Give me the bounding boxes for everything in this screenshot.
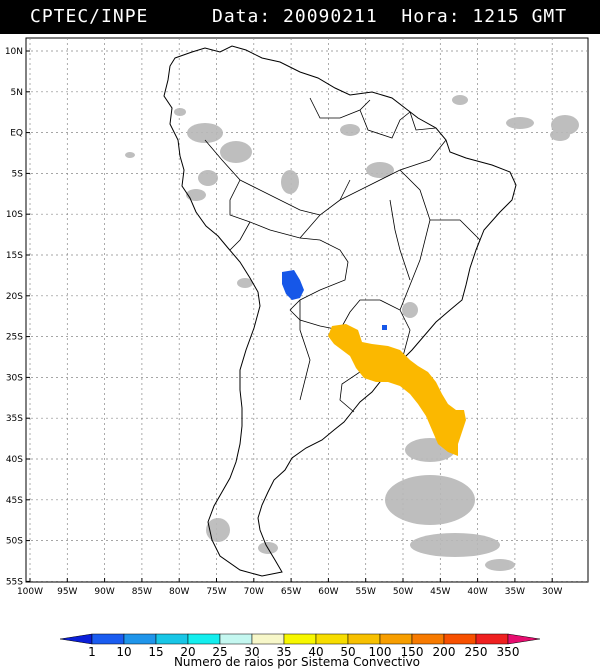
- colorbar-cell: [91, 633, 125, 645]
- colorbar-cell: [443, 633, 477, 645]
- colorbar-cells: [59, 633, 541, 645]
- lat-label: 20S: [6, 292, 23, 302]
- cloud-areas: [125, 95, 579, 571]
- colorbar-label: 1: [88, 645, 96, 659]
- lon-label: 75W: [206, 587, 226, 597]
- lon-label: 90W: [94, 587, 114, 597]
- colorbar-cell: [315, 633, 349, 645]
- colorbar-label: 150: [401, 645, 424, 659]
- colorbar: 1 10 15 20 25 30 35 40 50 100 150 200 250 350 Numero …: [59, 633, 541, 669]
- lat-label: 45S: [6, 496, 23, 506]
- lon-label: 60W: [318, 587, 338, 597]
- country-borders: [204, 97, 481, 413]
- colorbar-cell: [219, 633, 253, 645]
- date-time-title: Data: 20090211 Hora: 1215 GMT: [212, 6, 568, 27]
- lat-label: 25S: [6, 333, 23, 343]
- lat-label: 10S: [6, 210, 23, 220]
- colorbar-cell: [507, 633, 541, 645]
- lon-label: 50W: [393, 587, 413, 597]
- lon-labels: 100W 95W 90W 85W 80W 75W 70W 65W 60W 55W 50W 45W 40W…: [17, 578, 562, 597]
- lon-label: 65W: [281, 587, 301, 597]
- map-frame: [25, 37, 589, 583]
- storm-parana-small: [382, 325, 387, 330]
- colorbar-label: 250: [465, 645, 488, 659]
- colorbar-label: 25: [212, 645, 227, 659]
- storm-argentina-south: [328, 324, 466, 456]
- lat-label: 5S: [12, 169, 24, 179]
- colorbar-label: 30: [244, 645, 259, 659]
- lat-label: EQ: [10, 129, 23, 139]
- lat-label: 50S: [6, 537, 23, 547]
- colorbar-title: Numero de raios por Sistema Convectivo: [174, 655, 420, 669]
- colorbar-cell: [379, 633, 413, 645]
- colorbar-label: 350: [497, 645, 520, 659]
- colorbar-label: 100: [369, 645, 392, 659]
- colorbar-cell: [251, 633, 285, 645]
- colorbar-label: 20: [180, 645, 195, 659]
- lon-label: 95W: [57, 587, 77, 597]
- colorbar-label: 10: [116, 645, 131, 659]
- colorbar-cell: [411, 633, 445, 645]
- lon-label: 30W: [542, 587, 562, 597]
- lon-label: 85W: [132, 587, 152, 597]
- colorbar-cell: [123, 633, 157, 645]
- lat-lon-grid: [26, 38, 588, 582]
- lon-label: 100W: [17, 587, 43, 597]
- lon-label: 35W: [505, 587, 525, 597]
- colorbar-label: 50: [340, 645, 355, 659]
- lat-label: 10N: [5, 47, 23, 57]
- lat-label: 40S: [6, 455, 23, 465]
- colorbar-label: 40: [308, 645, 323, 659]
- colorbar-label: 15: [148, 645, 163, 659]
- lon-label: 80W: [169, 587, 189, 597]
- colorbar-cell: [475, 633, 509, 645]
- lat-label: 55S: [6, 577, 23, 587]
- lon-label: 45W: [430, 587, 450, 597]
- colorbar-cell: [155, 633, 189, 645]
- storm-bolivia: [282, 270, 304, 300]
- colorbar-labels: 1 10 15 20 25 30 35 40 50 100 150 200 250 350: [88, 645, 519, 659]
- lon-label: 70W: [244, 587, 264, 597]
- lightning-map: 10N5NEQ5S10S15S20S25S30S35S40S45S50S55S …: [5, 37, 589, 597]
- colorbar-label: 35: [276, 645, 291, 659]
- lon-label: 55W: [356, 587, 376, 597]
- lat-labels: 10N 5N EQ 5S 10S 15S 20S 25S 30S 35S 40S 45S 50S 55S: [5, 47, 30, 587]
- lat-label: 5N: [11, 88, 23, 98]
- lon-label: 40W: [467, 587, 487, 597]
- lat-label: 35S: [6, 414, 23, 424]
- colorbar-cell: [59, 633, 93, 645]
- org-title: CPTEC/INPE: [30, 6, 149, 27]
- colorbar-cell: [283, 633, 317, 645]
- south-america-outline: [163, 45, 517, 577]
- colorbar-cell: [187, 633, 221, 645]
- colorbar-label: 200: [433, 645, 456, 659]
- lat-label: 15S: [6, 251, 23, 261]
- storm-areas: [282, 270, 466, 456]
- header-bar: CPTEC/INPE Data: 20090211 Hora: 1215 GMT: [0, 0, 600, 34]
- lat-label: 30S: [6, 373, 23, 383]
- colorbar-cell: [347, 633, 381, 645]
